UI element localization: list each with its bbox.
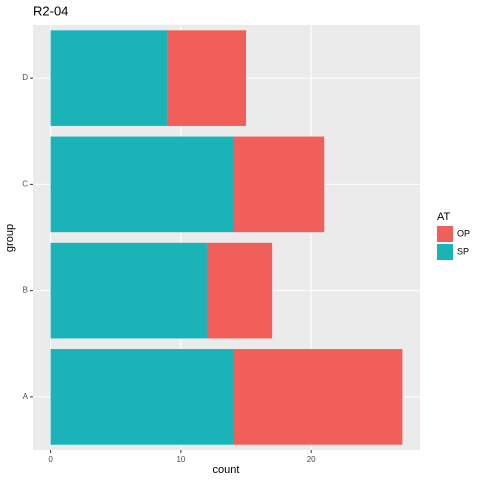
legend-label: SP bbox=[457, 246, 469, 256]
legend-title: AT bbox=[437, 211, 451, 223]
bar bbox=[50, 349, 234, 445]
bar bbox=[167, 30, 247, 126]
bar bbox=[206, 242, 273, 339]
y-tick-label: B bbox=[23, 286, 28, 295]
y-tick-label: C bbox=[22, 179, 28, 188]
bar bbox=[50, 136, 234, 233]
bar bbox=[50, 242, 207, 339]
x-axis-title: count bbox=[213, 464, 240, 476]
legend-key bbox=[437, 244, 453, 260]
legend-label: OP bbox=[457, 228, 470, 238]
bar bbox=[233, 349, 403, 445]
legend-key bbox=[437, 226, 453, 242]
x-tick-label: 10 bbox=[176, 455, 185, 464]
chart-title: R2-04 bbox=[33, 3, 68, 18]
y-tick-label: A bbox=[23, 392, 29, 401]
x-tick-label: 20 bbox=[307, 455, 316, 464]
bar bbox=[233, 136, 325, 233]
bar bbox=[50, 30, 168, 126]
x-tick-label: 0 bbox=[48, 455, 53, 464]
y-axis-title: group bbox=[4, 224, 16, 252]
y-tick-label: D bbox=[22, 73, 28, 82]
